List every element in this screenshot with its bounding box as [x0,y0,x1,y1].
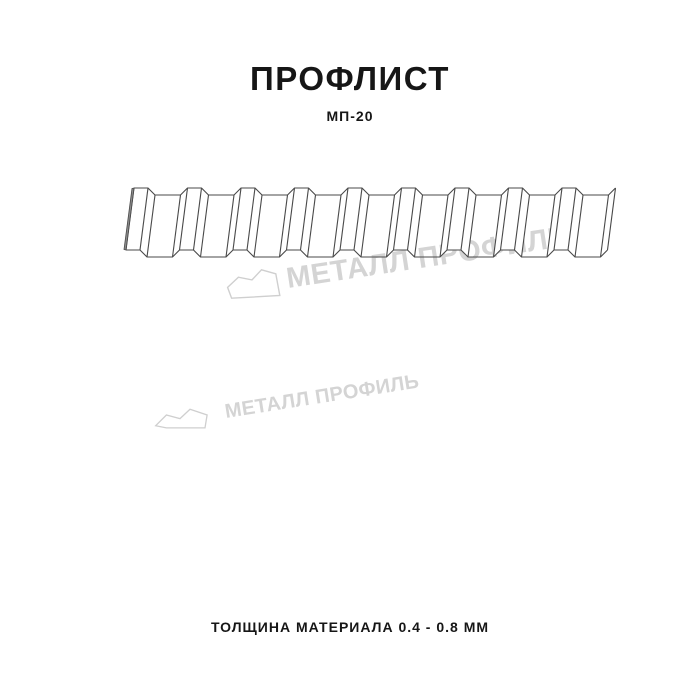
svg-text:МЕТАЛЛ ПРОФИЛЬ: МЕТАЛЛ ПРОФИЛЬ [284,221,571,295]
svg-text:МЕТАЛЛ ПРОФИЛЬ: МЕТАЛЛ ПРОФИЛЬ [223,370,420,422]
